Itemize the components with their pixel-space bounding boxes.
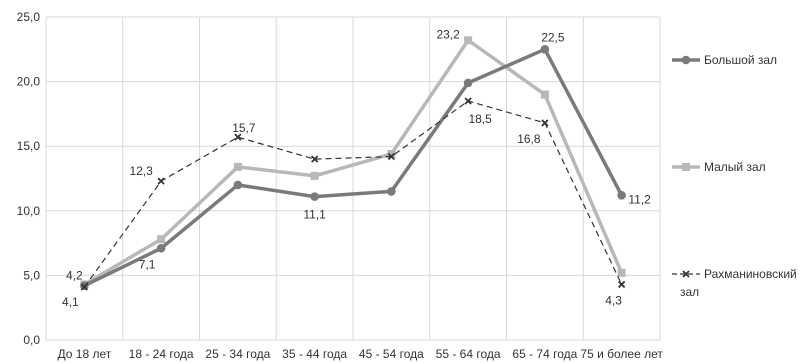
marker-circle xyxy=(156,243,166,253)
legend-label: Большой зал xyxy=(704,53,777,67)
y-tick-label: 5,0 xyxy=(23,268,40,282)
marker-x-stroke xyxy=(157,177,165,185)
x-tick-label: 55 - 64 года xyxy=(436,347,501,361)
data-label: 4,3 xyxy=(605,293,622,307)
legend-label: зал xyxy=(680,285,699,299)
data-label: 15,7 xyxy=(232,121,256,135)
grid xyxy=(45,16,661,341)
series-line xyxy=(83,38,624,286)
x-tick-label: 25 - 34 года xyxy=(205,347,270,361)
marker-x xyxy=(541,119,549,127)
marker-x-stroke xyxy=(387,152,396,161)
marker-x-stroke xyxy=(617,280,626,289)
marker-square xyxy=(233,162,242,171)
data-label: 11,2 xyxy=(628,192,651,206)
marker-circle xyxy=(233,180,243,190)
marker-circle xyxy=(617,190,626,200)
marker-square xyxy=(310,171,319,180)
marker-x-stroke xyxy=(234,133,242,141)
x-tick-label: 18 - 24 года xyxy=(129,347,194,361)
marker-x xyxy=(157,177,165,185)
series-0 xyxy=(80,45,626,291)
series-line xyxy=(83,47,624,288)
marker-x xyxy=(682,270,690,278)
data-label: 12,3 xyxy=(129,164,153,178)
marker-circle xyxy=(540,45,550,54)
legend-item: Большой зал xyxy=(672,53,777,67)
marker-x xyxy=(310,155,319,163)
axes: 0,0 5,0 10,0 15,0 20,0 25,0 До 18 лет 18 - 24 г… xyxy=(17,10,664,361)
data-label: 4,2 xyxy=(66,269,83,283)
y-tick-label: 10,0 xyxy=(17,204,41,218)
series-2 xyxy=(80,97,626,291)
data-label: 7,1 xyxy=(139,257,156,271)
data-label: 11,1 xyxy=(303,208,326,222)
x-tick-label: 45 - 54 года xyxy=(359,347,424,361)
marker-x-stroke xyxy=(464,97,472,105)
data-label: 23,2 xyxy=(436,27,460,41)
y-tick-label: 0,0 xyxy=(23,333,40,347)
x-tick-label: 65 - 74 года xyxy=(512,347,577,361)
x-tick-label: До 18 лет xyxy=(58,347,112,361)
x-tick-label: 35 - 44 года xyxy=(282,347,347,361)
marker-square xyxy=(387,149,396,158)
data-label: 4,1 xyxy=(62,295,79,309)
marker-circle xyxy=(310,192,319,201)
series xyxy=(80,36,626,291)
marker-square xyxy=(157,235,166,244)
series-line xyxy=(83,100,623,288)
data-label: 18,5 xyxy=(468,112,492,126)
legend-item: Рахманиновский зал xyxy=(672,267,797,299)
marker-circle xyxy=(681,55,691,65)
marker-x xyxy=(387,152,396,161)
marker-square xyxy=(617,268,626,277)
data-labels: 4,2 7,1 11,1 22,5 11,2 23,2 4,1 12,3 15,7 18,5 16,… xyxy=(62,27,651,309)
marker-x xyxy=(80,283,89,291)
marker-x-stroke xyxy=(541,119,549,127)
marker-square xyxy=(682,163,690,171)
marker-x xyxy=(617,280,626,289)
marker-square xyxy=(540,90,549,99)
marker-circle xyxy=(387,187,396,196)
legend-item: Малый зал xyxy=(672,160,766,174)
data-label: 22,5 xyxy=(541,30,565,44)
marker-x-stroke xyxy=(682,270,690,278)
marker-x xyxy=(234,133,242,141)
data-label: 16,8 xyxy=(517,132,541,146)
marker-square xyxy=(464,36,473,45)
marker-circle xyxy=(463,78,473,88)
x-tick-label: 75 и более лет xyxy=(580,347,663,361)
legend: Большой зал Малый зал Рахманиновский зал xyxy=(672,53,797,299)
y-tick-label: 20,0 xyxy=(17,75,41,89)
legend-label: Рахманиновский xyxy=(704,267,797,281)
y-tick-label: 15,0 xyxy=(17,139,41,153)
legend-label: Малый зал xyxy=(704,160,766,174)
marker-x-stroke xyxy=(80,283,89,291)
marker-x xyxy=(464,97,472,105)
marker-x-stroke xyxy=(310,155,319,163)
y-tick-label: 25,0 xyxy=(17,10,41,24)
